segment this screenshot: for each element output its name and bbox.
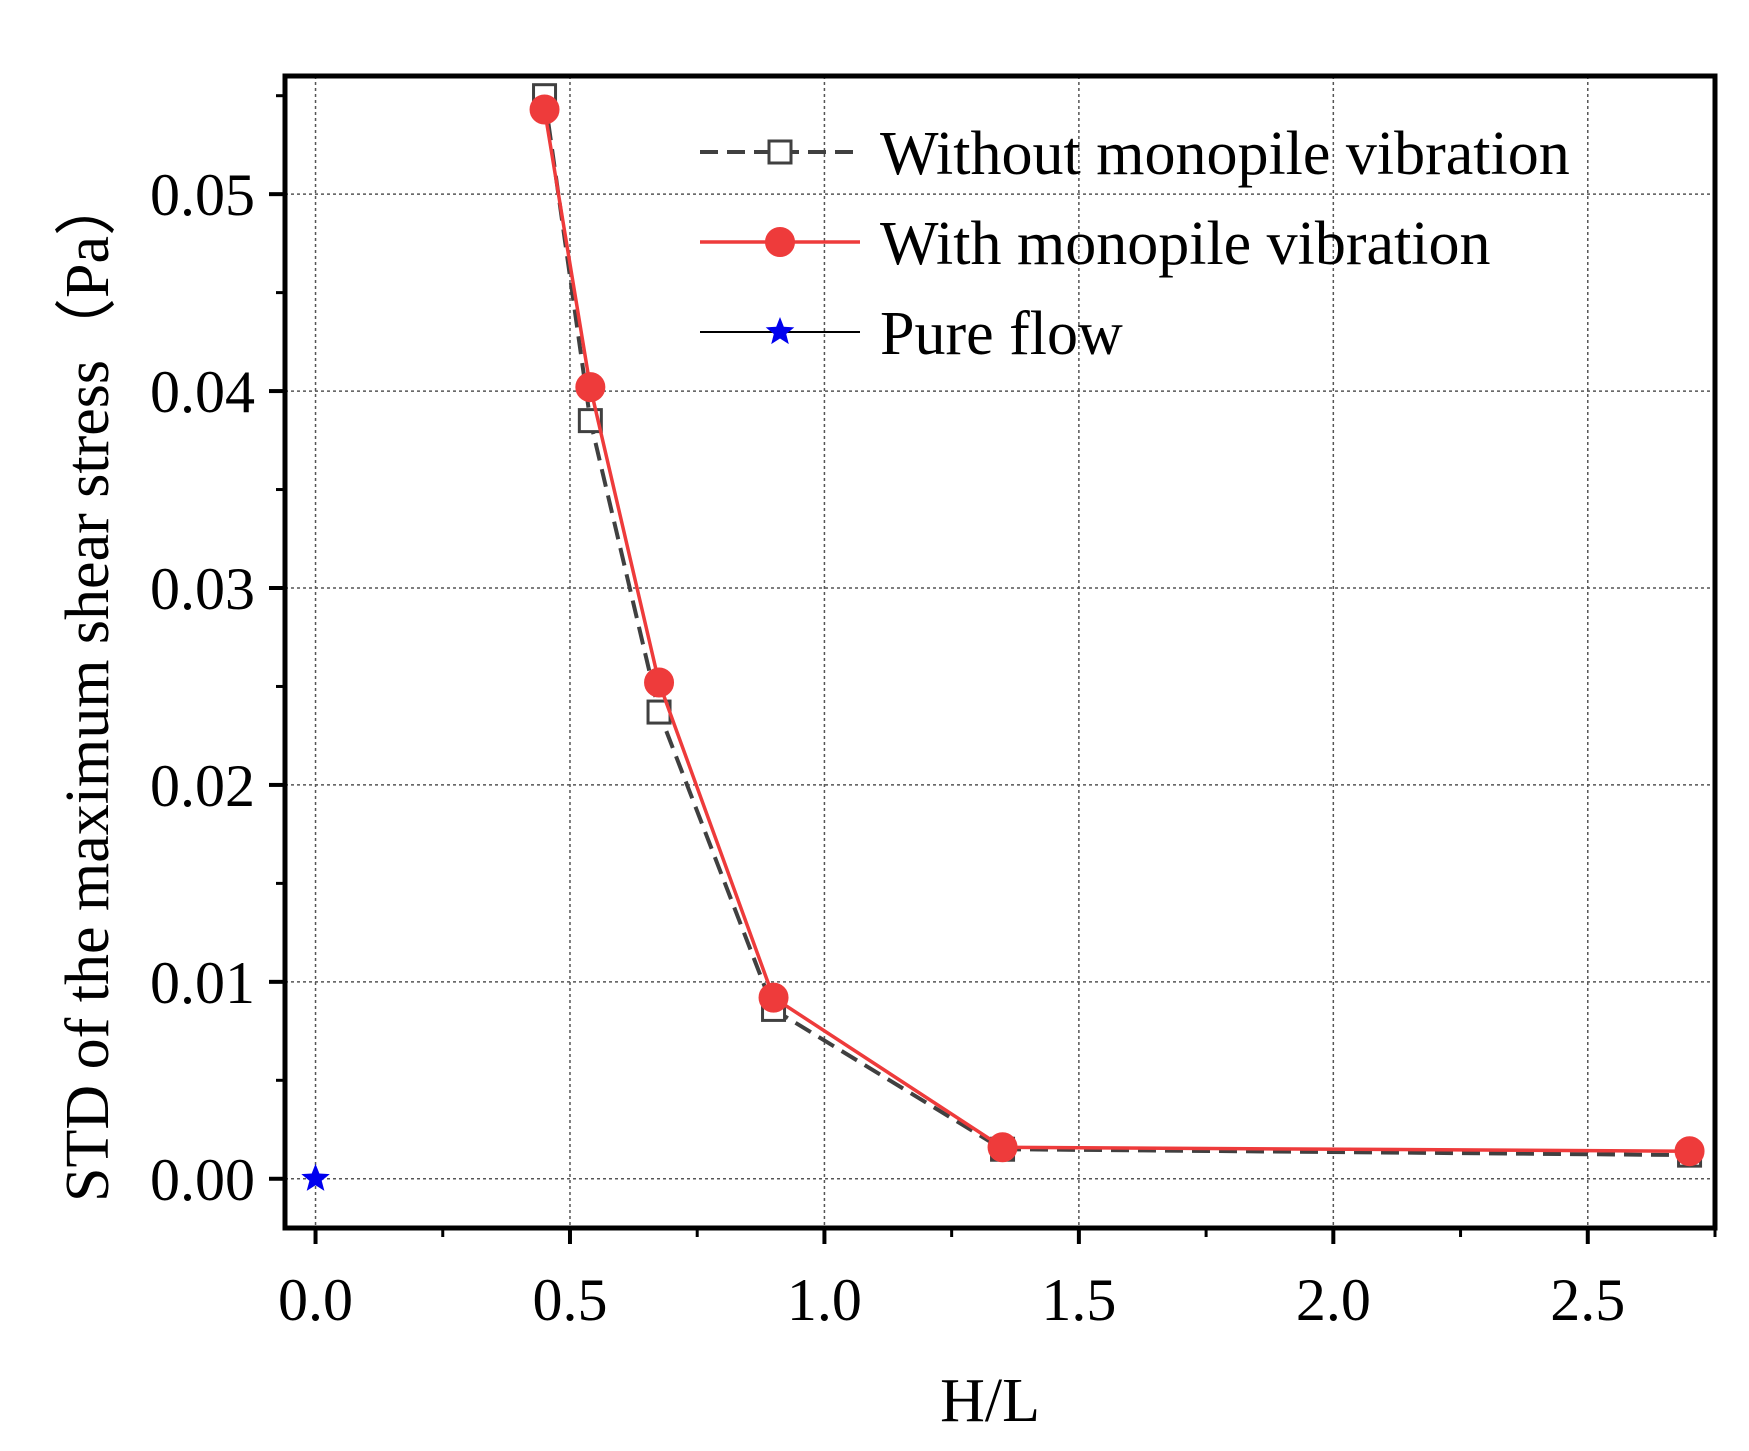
x-axis-title: H/L	[940, 1367, 1040, 1435]
legend-label: Without monopile vibration	[880, 120, 1570, 188]
grid-lines	[285, 76, 1715, 1228]
x-tick-label: 1.0	[787, 1267, 862, 1333]
data-point	[987, 1132, 1018, 1163]
y-tick-label: 0.01	[150, 950, 255, 1016]
legend: Without monopile vibration With monopile …	[700, 120, 1570, 368]
legend-marker	[765, 317, 795, 345]
legend-marker	[767, 139, 793, 165]
data-series	[301, 83, 1705, 1191]
data-point	[1674, 1136, 1705, 1167]
x-tick-label: 0.5	[532, 1267, 607, 1333]
y-axis-title: STD of the maximum shear stress（Pa）	[54, 174, 122, 1202]
data-point	[758, 982, 789, 1013]
series-line	[542, 109, 1690, 1153]
legend-label: Pure flow	[880, 300, 1123, 368]
legend-label: With monopile vibration	[880, 210, 1491, 278]
data-point	[644, 667, 675, 698]
series-2	[529, 94, 1705, 1167]
series-3	[301, 1163, 330, 1191]
y-tick-label: 0.00	[150, 1147, 255, 1213]
legend-marker	[765, 227, 795, 257]
x-tick-label: 2.0	[1296, 1267, 1371, 1333]
data-point	[575, 372, 606, 403]
x-tick-label: 0.0	[278, 1267, 353, 1333]
y-tick-label: 0.03	[150, 556, 255, 622]
series-line	[542, 95, 1690, 1158]
axis-tick-labels: 0.0 0.5 1.0 1.5 2.0 2.5 0.00 0.01 0.02 0.03 0.04 0.…	[150, 162, 1625, 1333]
axis-ticks	[269, 94, 1717, 1244]
data-point	[529, 94, 560, 125]
data-point	[301, 1163, 330, 1191]
legend-item-2: With monopile vibration	[700, 210, 1491, 278]
x-tick-label: 1.5	[1041, 1267, 1116, 1333]
y-tick-label: 0.05	[150, 162, 255, 228]
y-tick-label: 0.02	[150, 753, 255, 819]
x-tick-label: 2.5	[1550, 1267, 1625, 1333]
y-tick-label: 0.04	[150, 359, 255, 425]
legend-item-1: Without monopile vibration	[700, 120, 1570, 188]
plot-frame	[282, 73, 1718, 1231]
legend-item-3: Pure flow	[700, 300, 1123, 368]
